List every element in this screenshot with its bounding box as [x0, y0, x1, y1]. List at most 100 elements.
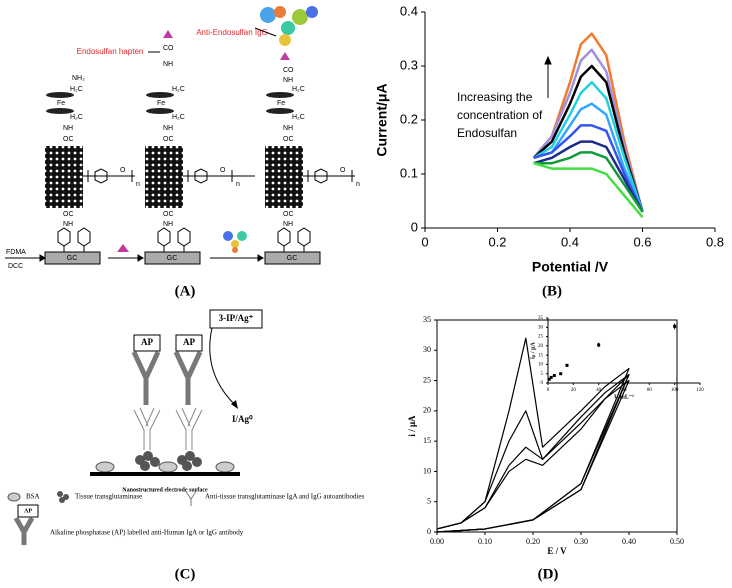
data-point [549, 375, 553, 379]
y-tick-label: 25 [423, 375, 431, 384]
labelled-antibodies [131, 350, 203, 405]
surface-label: Nanostructured electrode surface [122, 487, 208, 493]
group: NH [283, 125, 293, 132]
y-axis-label: i / μA [407, 415, 417, 437]
x-axis-label: Potential /V [532, 259, 609, 275]
group: CO [163, 45, 174, 52]
group: H₂C [70, 86, 83, 93]
cp-ring [266, 92, 294, 98]
hapten-icon [117, 244, 129, 252]
reagent: 3-IP/Ag⁺ [219, 313, 254, 323]
group: NH [283, 221, 293, 228]
legend-icon [13, 516, 35, 545]
arrowhead [231, 400, 238, 409]
y-tick-label: 10 [538, 363, 544, 368]
group: n [136, 181, 140, 188]
y-tick-label: 30 [423, 345, 431, 354]
caption: (A) [175, 283, 196, 299]
data-line [532, 48, 644, 213]
x-tick-label: 0.4 [561, 234, 579, 249]
y-tick-label: 15 [538, 353, 544, 358]
bsa [95, 461, 235, 473]
nanotube [265, 146, 303, 208]
caption: (C) [175, 566, 196, 582]
electrode [144, 251, 201, 265]
y-tick-label: 0.4 [400, 3, 418, 18]
x-tick-label: 0.6 [633, 234, 651, 249]
y-tick-label: 0.3 [400, 57, 418, 72]
polymer-chain [83, 168, 355, 184]
legend-text: Alkaline phosphatase (AP) labelled anti-… [50, 529, 244, 537]
data-line [436, 337, 630, 533]
annotation: concentration of [457, 108, 543, 122]
group: H₂C [70, 114, 83, 121]
enzyme-box [175, 334, 203, 352]
enzyme-box [133, 334, 161, 352]
caption: (D) [538, 566, 559, 582]
data-point [547, 377, 551, 381]
x-tick-label: 0.20 [526, 537, 540, 546]
y-tick-label: 20 [538, 344, 544, 349]
group: OC [163, 136, 174, 143]
panel-a: Anti-Endosulfan IgG Endosulfan hapten NH… [5, 6, 360, 299]
y-axis-label: Current/μA [374, 83, 390, 156]
y-tick-label: 25 [538, 335, 544, 340]
enzyme-clusters [135, 451, 202, 471]
x-axis-label: U mL⁻¹ [614, 394, 634, 400]
x-tick-label: 100 [671, 388, 679, 393]
igg-label: Anti-Endosulfan IgG [196, 28, 268, 37]
x-tick-label: 0.40 [622, 537, 636, 546]
plot-frame [436, 319, 678, 533]
group: OC [63, 211, 74, 218]
hapten-icon [163, 30, 173, 38]
x-tick-label: 80 [647, 388, 653, 393]
legend-text: BSA [26, 493, 40, 501]
group: H₂C [172, 114, 185, 121]
data-line [533, 162, 644, 219]
x-tick-label: 0 [547, 388, 550, 393]
group: H₂C [292, 86, 305, 93]
data-line [436, 373, 630, 533]
reagent-box [209, 309, 263, 329]
legend-text: Anti-tissue transglutaminase IgA and IgG… [205, 493, 364, 501]
group: NH [163, 125, 173, 132]
x-tick-label: 0 [421, 234, 428, 249]
group: NH [163, 221, 173, 228]
legend-text: AP [24, 508, 32, 514]
group: Fe [277, 100, 285, 107]
product: I/Ag⁰ [232, 414, 253, 424]
group: H₂C [172, 86, 185, 93]
cp-ring [146, 108, 174, 114]
annotation-arrow [544, 55, 552, 98]
data-point [559, 372, 563, 376]
annotation: Increasing the [457, 90, 533, 104]
group: n [236, 181, 240, 188]
phenyl-rings [57, 227, 311, 252]
cp-ring [266, 108, 294, 114]
x-tick-label: 120 [696, 388, 704, 393]
y-axis-label: iₚ / μA [530, 342, 536, 359]
group: O [220, 167, 226, 174]
caption: (B) [542, 283, 562, 299]
x-tick-label: 0.10 [478, 537, 492, 546]
autoantibodies [133, 407, 203, 450]
legend-text: Tissue transglutaminase [75, 493, 142, 501]
data-line [533, 80, 644, 213]
y-tick-label: 20 [423, 406, 431, 415]
group: H₂C [292, 114, 305, 121]
group: O [120, 167, 126, 174]
legend-icon [57, 491, 69, 503]
group: OC [163, 211, 174, 218]
nanotube [45, 146, 83, 208]
data-point [673, 324, 677, 328]
x-axis-label: E / V [547, 546, 567, 556]
data-point [552, 374, 556, 378]
cp-ring [146, 92, 174, 98]
x-tick-label: 0.00 [430, 537, 444, 546]
group: CO [283, 67, 294, 74]
y-tick-label: 35 [538, 316, 544, 321]
enzyme: AP [141, 337, 153, 347]
group: O [340, 167, 346, 174]
y-tick-label: 10 [423, 466, 431, 475]
y-tick-label: 35 [423, 315, 431, 324]
